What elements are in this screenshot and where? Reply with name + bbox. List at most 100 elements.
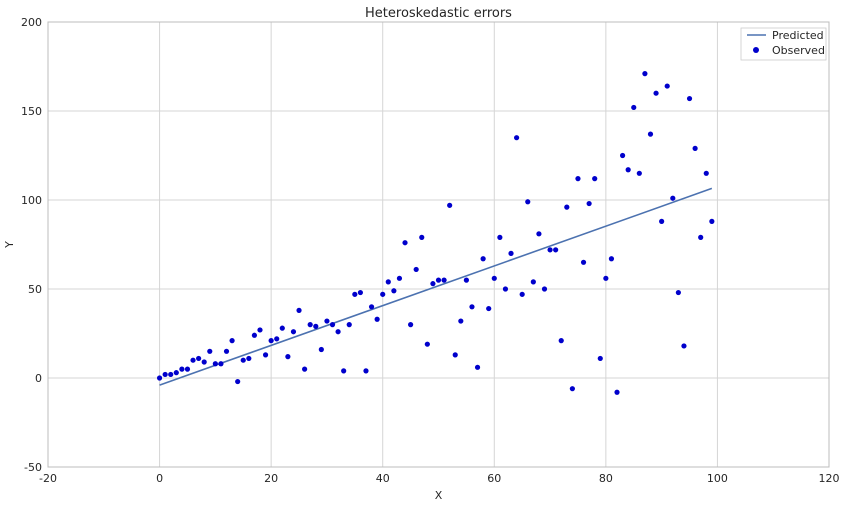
observed-point: [374, 316, 380, 322]
observed-point: [536, 231, 542, 237]
observed-point: [452, 352, 458, 358]
observed-point: [168, 371, 174, 378]
observed-point: [396, 275, 403, 281]
observed-point: [408, 322, 414, 328]
observed-point: [368, 304, 375, 310]
observed-point: [184, 366, 191, 372]
x-tick-label: 60: [487, 472, 501, 485]
observed-point: [302, 366, 308, 372]
observed-point: [508, 250, 514, 256]
observed-point: [196, 355, 202, 362]
x-tick-label: -20: [39, 472, 57, 485]
observed-point: [463, 277, 469, 283]
observed-point: [240, 357, 246, 363]
x-tick-label: 40: [376, 472, 390, 485]
observed-point: [686, 95, 693, 102]
observed-point: [491, 275, 497, 281]
observed-point: [290, 329, 297, 335]
observed-point: [352, 291, 358, 297]
observed-point: [525, 199, 531, 205]
observed-point: [296, 307, 302, 313]
legend-marker-observed: [753, 47, 759, 53]
observed-point: [402, 240, 408, 246]
observed-point: [664, 83, 670, 89]
observed-point: [647, 131, 654, 137]
y-tick-label: 50: [28, 283, 42, 296]
y-tick-label: 200: [21, 16, 42, 29]
observed-point: [441, 277, 447, 283]
legend-label-observed: Observed: [772, 44, 825, 57]
observed-point: [318, 346, 324, 353]
x-tick-label: 20: [264, 472, 278, 485]
y-axis-label: Y: [3, 241, 16, 249]
observed-point: [547, 247, 553, 253]
observed-point: [519, 291, 525, 297]
observed-point: [313, 323, 319, 329]
observed-point: [246, 355, 252, 362]
plot-area-background: [48, 22, 829, 467]
observed-point: [391, 288, 397, 294]
observed-point: [530, 279, 536, 285]
observed-point: [653, 90, 659, 96]
observed-point: [541, 286, 548, 292]
observed-point: [603, 275, 609, 281]
observed-point: [569, 386, 575, 392]
observed-point: [218, 361, 224, 367]
predicted-line: [159, 187, 713, 386]
observed-point: [592, 176, 598, 182]
observed-point: [514, 135, 520, 141]
plot-area-frame: [47, 21, 830, 468]
observed-point: [447, 202, 453, 208]
observed-point: [335, 329, 341, 335]
observed-point: [424, 341, 430, 347]
observed-point: [223, 348, 230, 354]
legend-box: [740, 27, 827, 61]
observed-point: [681, 343, 687, 349]
x-tick-label: 120: [819, 472, 840, 485]
observed-point: [642, 71, 648, 77]
observed-point: [251, 332, 258, 338]
observed-point: [262, 352, 269, 358]
observed-point: [173, 370, 179, 376]
observed-point: [636, 170, 642, 176]
observed-point: [307, 322, 313, 328]
observed-point: [703, 170, 709, 176]
observed-point: [346, 322, 352, 328]
observed-point: [659, 218, 665, 224]
x-tick-label: 0: [156, 472, 163, 485]
observed-point: [268, 338, 274, 344]
y-tick-label: 150: [21, 105, 42, 118]
observed-point: [553, 247, 559, 253]
observed-point: [357, 289, 363, 296]
observed-point: [486, 305, 492, 312]
observed-point: [580, 259, 587, 265]
observed-point: [586, 200, 592, 207]
observed-point: [631, 104, 637, 111]
observed-point: [430, 281, 436, 287]
observed-point: [698, 234, 704, 240]
y-tick-label: 100: [21, 194, 42, 207]
observed-point: [274, 336, 280, 342]
observed-point: [675, 289, 681, 296]
observed-point: [502, 286, 509, 292]
observed-point: [207, 348, 213, 354]
observed-point: [380, 291, 386, 297]
observed-point: [235, 378, 241, 385]
observed-point: [709, 218, 715, 224]
observed-point: [212, 361, 218, 367]
observed-point: [597, 355, 603, 362]
observed-point: [162, 371, 168, 378]
chart-marks: [156, 71, 715, 395]
legend: Predicted Observed: [740, 27, 827, 61]
observed-point: [458, 318, 464, 324]
y-tick-label: -50: [24, 461, 42, 474]
observed-point: [201, 359, 207, 365]
observed-point: [670, 195, 676, 201]
observed-point: [285, 354, 291, 360]
observed-point: [608, 256, 615, 262]
y-tick-label: 0: [35, 372, 42, 385]
observed-point: [469, 304, 475, 310]
observed-point: [480, 256, 486, 262]
observed-point: [156, 375, 163, 381]
